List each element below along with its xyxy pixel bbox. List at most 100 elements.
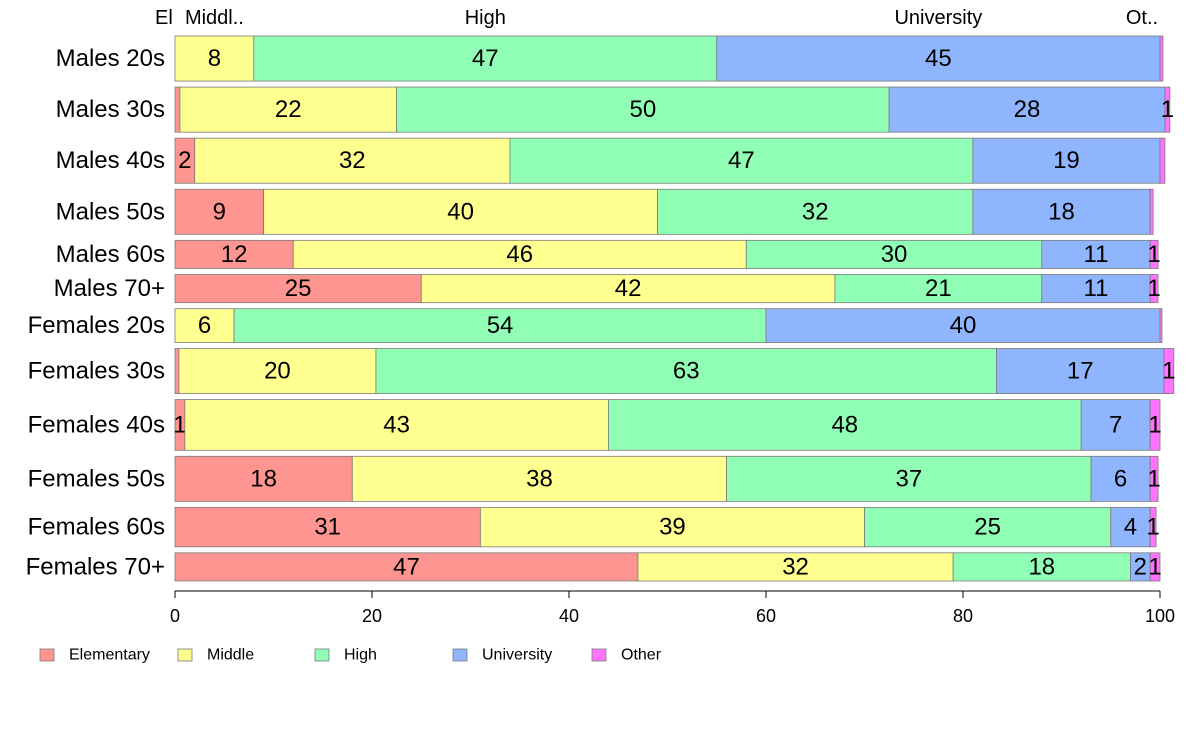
data-label: 31 bbox=[314, 514, 341, 541]
x-tick-label: 40 bbox=[559, 606, 579, 626]
bar-segment-university bbox=[888, 86, 1166, 133]
data-label: 1 bbox=[1161, 96, 1174, 123]
bar-segment-high bbox=[396, 86, 890, 133]
x-tick-label: 20 bbox=[362, 606, 382, 626]
bar-segment-university bbox=[1041, 239, 1151, 269]
bar-segment-elementary bbox=[174, 188, 265, 235]
bar-segment-middle bbox=[479, 506, 865, 548]
data-label: 1 bbox=[1147, 465, 1160, 492]
data-label: 2 bbox=[178, 147, 191, 174]
bar-segment-middle bbox=[178, 348, 377, 394]
bar-segment-university bbox=[765, 308, 1161, 343]
data-label: 50 bbox=[630, 96, 657, 123]
data-label: 21 bbox=[925, 275, 952, 302]
row-label: Females 30s bbox=[28, 358, 165, 385]
x-tick-label: 0 bbox=[170, 606, 180, 626]
bar-segment-other bbox=[1149, 506, 1157, 548]
bar-segment-other bbox=[1149, 239, 1159, 269]
data-label: 8 bbox=[208, 45, 221, 72]
top-category-label: El bbox=[155, 7, 173, 29]
bar-segment-high bbox=[864, 506, 1112, 548]
x-tick-label: 100 bbox=[1145, 606, 1175, 626]
bar-segment-middle bbox=[637, 552, 954, 582]
data-label: 9 bbox=[213, 198, 226, 225]
bar-segment-middle bbox=[420, 274, 836, 304]
data-label: 32 bbox=[782, 553, 809, 580]
row-label: Males 30s bbox=[56, 96, 165, 123]
x-axis: 0 20 40 60 80 100 bbox=[170, 590, 1175, 626]
data-label: 39 bbox=[659, 514, 686, 541]
bar-segment-middle bbox=[263, 188, 659, 235]
bar-segment-other bbox=[1149, 274, 1159, 304]
legend: Elementary Middle High University Other bbox=[39, 647, 662, 664]
data-label: 11 bbox=[1084, 241, 1109, 268]
data-label: 18 bbox=[1048, 198, 1075, 225]
bar-segment-university bbox=[1041, 274, 1151, 304]
bar-segment-other bbox=[1149, 552, 1161, 582]
bar-segment-elementary bbox=[174, 86, 181, 133]
row-label: Females 50s bbox=[28, 465, 165, 492]
row-label: Males 60s bbox=[56, 241, 165, 268]
data-label: 46 bbox=[506, 241, 533, 268]
row-label: Females 40s bbox=[28, 411, 165, 438]
data-label: 42 bbox=[615, 275, 642, 302]
data-label: 38 bbox=[526, 465, 553, 492]
bar-segment-high bbox=[834, 274, 1043, 304]
bar-segment-middle bbox=[179, 86, 398, 133]
bar-segment-high bbox=[375, 348, 997, 394]
data-label: 25 bbox=[285, 275, 312, 302]
data-label: 1 bbox=[1147, 241, 1160, 268]
data-label: 1 bbox=[1147, 275, 1160, 302]
bar-segment-other bbox=[1149, 455, 1159, 502]
data-label: 63 bbox=[673, 358, 700, 385]
bar-segment-elementary bbox=[174, 455, 353, 502]
bar-segment-university bbox=[716, 35, 1161, 82]
bar-segment-middle bbox=[292, 239, 747, 269]
row-labels: Males 20s Males 30s Males 40s Males 50s Male… bbox=[26, 45, 165, 580]
data-label: 45 bbox=[925, 45, 952, 72]
data-label: 11 bbox=[1084, 275, 1109, 302]
bar-segment-university bbox=[972, 137, 1161, 184]
legend-swatch-middle bbox=[177, 648, 193, 662]
data-label: 47 bbox=[728, 147, 755, 174]
row-label: Females 70+ bbox=[26, 553, 165, 580]
data-label: 6 bbox=[198, 312, 211, 339]
data-label: 12 bbox=[221, 241, 248, 268]
bar-segment-high bbox=[952, 552, 1131, 582]
data-label: 1 bbox=[1148, 411, 1161, 438]
data-label: 54 bbox=[487, 312, 514, 339]
bar-segment-university bbox=[996, 348, 1165, 394]
legend-swatch-elementary bbox=[39, 648, 55, 662]
data-label: 18 bbox=[250, 465, 277, 492]
top-category-label: Ot.. bbox=[1126, 7, 1158, 29]
bar-segment-high bbox=[509, 137, 974, 184]
data-label: 47 bbox=[393, 553, 420, 580]
row-label: Females 60s bbox=[28, 514, 165, 541]
bar-segment-other bbox=[1149, 399, 1161, 451]
data-label: 48 bbox=[831, 411, 858, 438]
data-label: 28 bbox=[1014, 96, 1041, 123]
bar-segment-other bbox=[1159, 137, 1166, 184]
bar-segment-other bbox=[1149, 188, 1154, 235]
bar-segment-university bbox=[1090, 455, 1151, 502]
bar-segment-middle bbox=[194, 137, 511, 184]
data-label: 1 bbox=[1162, 358, 1175, 385]
data-label: 1 bbox=[173, 411, 186, 438]
bar-segment-middle bbox=[184, 399, 609, 451]
legend-label: University bbox=[482, 647, 552, 664]
bar-segment-middle bbox=[351, 455, 727, 502]
data-label: 40 bbox=[447, 198, 474, 225]
x-tick-label: 60 bbox=[756, 606, 776, 626]
data-label: 43 bbox=[383, 411, 410, 438]
top-category-label: High bbox=[465, 7, 506, 29]
bar-segment-other bbox=[1159, 308, 1163, 343]
bar-segment-other bbox=[1164, 86, 1171, 133]
row-label: Males 70+ bbox=[54, 275, 165, 302]
legend-swatch-university bbox=[452, 648, 468, 662]
top-category-label: Middl.. bbox=[185, 7, 244, 29]
bar-segment-other bbox=[1159, 35, 1164, 82]
bar-segment-elementary bbox=[174, 348, 180, 394]
bar-segment-middle bbox=[174, 308, 235, 343]
top-labels: El Middl.. High University Ot.. bbox=[155, 7, 1158, 29]
